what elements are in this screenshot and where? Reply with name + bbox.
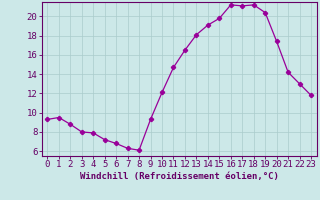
- X-axis label: Windchill (Refroidissement éolien,°C): Windchill (Refroidissement éolien,°C): [80, 172, 279, 181]
